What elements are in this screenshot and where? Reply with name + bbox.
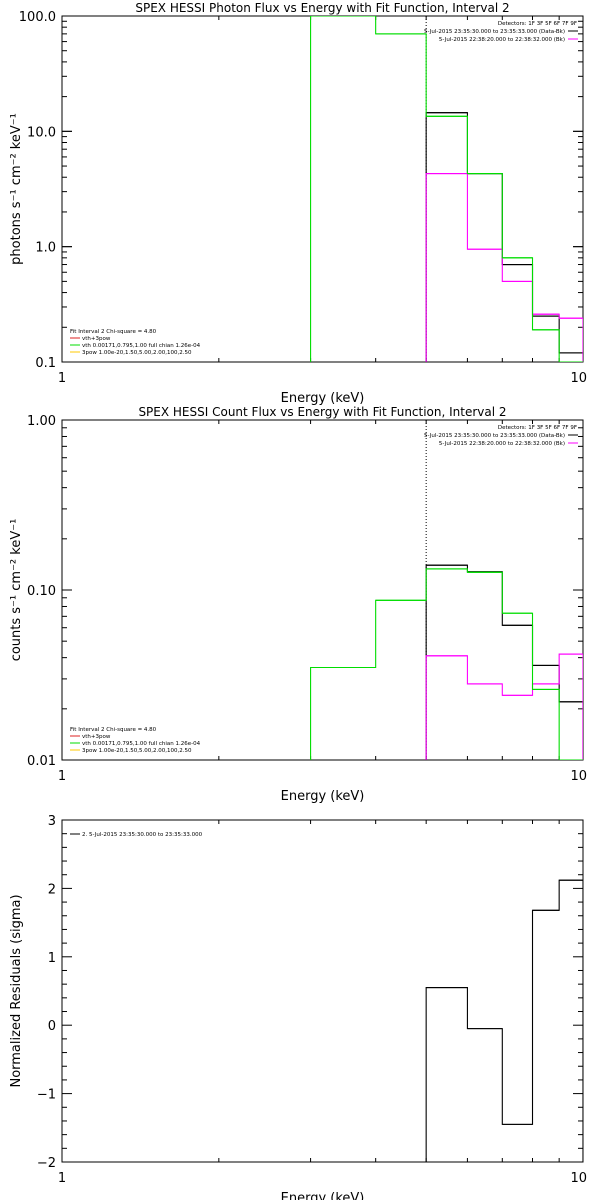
- photon-flux-panel: 1 10 0.1 1.0 10.0 100.0 SPEX HESSI Photon Flux…: [9, 1, 587, 406]
- legend-right-entry: 5-Jul-2015 22:38:20.000 to 22:38:32.000 …: [439, 441, 565, 447]
- legend-left-entry: 3pow 1.00e-20,1.50,5.00,2.00,100,2.50: [82, 748, 192, 754]
- y-tick-label: 0: [48, 1019, 56, 1034]
- legend-left-entry: Fit Interval 2 Chi-square = 4.80: [70, 727, 157, 733]
- y-tick-label: 10.0: [27, 125, 56, 140]
- x-axis-label: Energy (keV): [281, 1191, 365, 1200]
- series-group: [425, 879, 583, 1162]
- series-line-model: [310, 16, 583, 362]
- y-tick-label: 0.10: [27, 584, 56, 599]
- legend-left-entry: vth 0.00171,0.795,1.00 full chian 1.26e-…: [82, 343, 201, 349]
- x-tick-label: 1: [58, 769, 66, 784]
- y-tick-label: 100.0: [19, 10, 56, 25]
- legend-left-entry: vth+3pow: [82, 336, 111, 342]
- plot-frame: [61, 819, 584, 1163]
- detectors-label: Detectors: 1F 3F 5F 6F 7F 9F: [498, 21, 577, 27]
- y-tick-label: −2: [37, 1156, 56, 1171]
- detectors-label: Detectors: 1F 3F 5F 6F 7F 9F: [498, 425, 577, 431]
- legend-left-entry: 2. 5-Jul-2015 23:35:30.000 to 23:35:33.0…: [82, 832, 203, 838]
- legend-right-entry: 5-Jul-2015 23:35:30.000 to 23:35:33.000 …: [424, 29, 565, 35]
- series-line-data: [425, 879, 583, 1162]
- y-axis-label: photons s⁻¹ cm⁻² keV⁻¹: [9, 113, 24, 265]
- y-tick-label: 2: [48, 882, 56, 897]
- residuals-panel: 1 10 −2 −1 0 1 2 3 Energy (keV) Normalized Residu…: [9, 814, 587, 1200]
- plot-frame: [61, 419, 584, 761]
- x-axis-label: Energy (keV): [281, 391, 365, 406]
- y-tick-label: 1.00: [27, 414, 56, 429]
- x-axis-label: Energy (keV): [281, 789, 365, 804]
- y-tick-label: 1.0: [35, 241, 56, 256]
- x-tick-label: 10: [570, 371, 587, 386]
- y-axis-label: Normalized Residuals (sigma): [9, 894, 24, 1087]
- legend-left-entry: 3pow 1.00e-20,1.50,5.00,2.00,100,2.50: [82, 350, 192, 356]
- plot-frame: [61, 15, 584, 363]
- y-tick-label: 0.1: [35, 356, 56, 371]
- series-group: [310, 16, 583, 362]
- series-line-data: [425, 112, 583, 362]
- legend-right-entry: 5-Jul-2015 22:38:20.000 to 22:38:32.000 …: [439, 37, 565, 43]
- y-tick-label: 1: [48, 951, 56, 966]
- y-tick-label: 3: [48, 814, 56, 829]
- count-flux-panel: 1 10 0.01 0.10 1.00 SPEX HESSI Count Flux vs …: [9, 405, 587, 804]
- x-tick-label: 10: [570, 1171, 587, 1186]
- chart-title: SPEX HESSI Photon Flux vs Energy with Fi…: [135, 1, 509, 15]
- y-axis-label: counts s⁻¹ cm⁻² keV⁻¹: [9, 519, 24, 662]
- legend-right-entry: 5-Jul-2015 23:35:30.000 to 23:35:33.000 …: [424, 433, 565, 439]
- x-tick-label: 1: [58, 1171, 66, 1186]
- legend-left-entry: Fit Interval 2 Chi-square = 4.80: [70, 329, 157, 335]
- legend-left-entry: vth 0.00171,0.795,1.00 full chian 1.26e-…: [82, 741, 201, 747]
- x-tick-label: 1: [58, 371, 66, 386]
- y-tick-label: −1: [37, 1088, 56, 1103]
- series-group: [310, 564, 583, 760]
- x-tick-label: 10: [570, 769, 587, 784]
- legend-left-entry: vth+3pow: [82, 734, 111, 740]
- chart-title: SPEX HESSI Count Flux vs Energy with Fit…: [138, 405, 506, 419]
- y-tick-label: 0.01: [27, 754, 56, 769]
